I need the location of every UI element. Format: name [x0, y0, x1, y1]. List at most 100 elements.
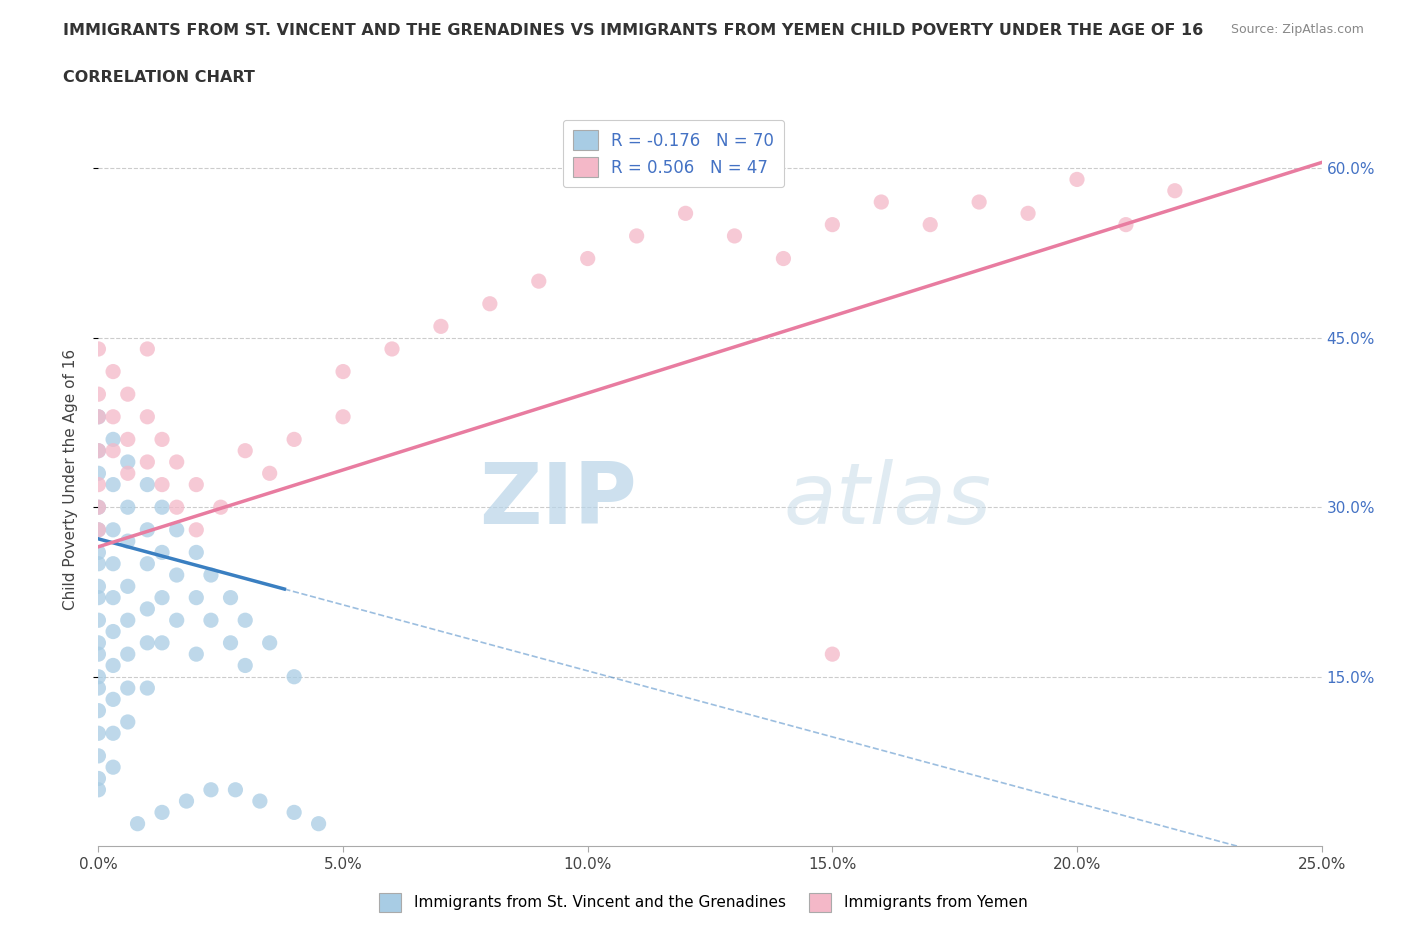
Point: [283, 432, 305, 446]
Point: [87, 523, 110, 538]
Point: [87, 681, 110, 696]
Text: IMMIGRANTS FROM ST. VINCENT AND THE GRENADINES VS IMMIGRANTS FROM YEMEN CHILD PO: IMMIGRANTS FROM ST. VINCENT AND THE GREN…: [63, 23, 1204, 38]
Point: [166, 455, 188, 470]
Point: [1017, 206, 1039, 220]
Point: [117, 578, 139, 593]
Point: [249, 793, 271, 808]
Point: [1066, 172, 1088, 187]
Point: [186, 523, 208, 538]
Point: [87, 499, 110, 514]
Point: [186, 591, 208, 605]
Point: [150, 477, 173, 492]
Point: [87, 749, 110, 764]
Point: [821, 218, 844, 232]
Point: [101, 365, 124, 379]
Point: [176, 793, 198, 808]
Point: [117, 534, 139, 549]
Point: [209, 499, 232, 514]
Point: [101, 556, 124, 571]
Point: [87, 444, 110, 458]
Point: [87, 466, 110, 481]
Point: [381, 341, 404, 356]
Point: [117, 455, 139, 470]
Point: [87, 341, 110, 356]
Point: [772, 251, 794, 266]
Point: [87, 409, 110, 424]
Point: [101, 444, 124, 458]
Point: [186, 646, 208, 661]
Point: [332, 365, 354, 379]
Point: [117, 499, 139, 514]
Point: [117, 714, 139, 729]
Point: [101, 409, 124, 424]
Point: [101, 692, 124, 707]
Point: [224, 782, 246, 797]
Point: [101, 477, 124, 492]
Point: [101, 432, 124, 446]
Point: [723, 229, 745, 244]
Point: [87, 591, 110, 605]
Point: [821, 646, 844, 661]
Point: [150, 499, 173, 514]
Legend: Immigrants from St. Vincent and the Grenadines, Immigrants from Yemen: Immigrants from St. Vincent and the Gren…: [373, 887, 1033, 918]
Point: [166, 613, 188, 628]
Point: [136, 681, 159, 696]
Point: [136, 635, 159, 650]
Point: [87, 670, 110, 684]
Point: [967, 194, 990, 209]
Point: [150, 432, 173, 446]
Point: [478, 297, 501, 312]
Point: [101, 523, 124, 538]
Point: [87, 703, 110, 718]
Text: CORRELATION CHART: CORRELATION CHART: [63, 70, 254, 85]
Point: [87, 409, 110, 424]
Point: [430, 319, 453, 334]
Point: [150, 545, 173, 560]
Point: [219, 635, 242, 650]
Point: [87, 477, 110, 492]
Point: [101, 591, 124, 605]
Point: [101, 725, 124, 740]
Point: [87, 613, 110, 628]
Point: [166, 567, 188, 582]
Point: [87, 771, 110, 786]
Point: [127, 817, 149, 831]
Point: [283, 670, 305, 684]
Point: [576, 251, 599, 266]
Point: [87, 499, 110, 514]
Y-axis label: Child Poverty Under the Age of 16: Child Poverty Under the Age of 16: [63, 349, 77, 609]
Legend: R = -0.176   N = 70, R = 0.506   N = 47: R = -0.176 N = 70, R = 0.506 N = 47: [562, 120, 785, 187]
Point: [87, 782, 110, 797]
Point: [675, 206, 697, 220]
Point: [136, 477, 159, 492]
Point: [219, 591, 242, 605]
Point: [136, 409, 159, 424]
Point: [117, 387, 139, 402]
Point: [87, 578, 110, 593]
Point: [87, 556, 110, 571]
Text: atlas: atlas: [783, 459, 991, 542]
Point: [87, 646, 110, 661]
Point: [117, 466, 139, 481]
Point: [259, 466, 281, 481]
Point: [233, 613, 256, 628]
Point: [200, 613, 222, 628]
Point: [87, 523, 110, 538]
Point: [150, 635, 173, 650]
Point: [920, 218, 942, 232]
Point: [136, 602, 159, 617]
Point: [186, 545, 208, 560]
Point: [186, 477, 208, 492]
Point: [1164, 183, 1187, 198]
Point: [200, 567, 222, 582]
Point: [136, 341, 159, 356]
Point: [136, 556, 159, 571]
Point: [101, 624, 124, 639]
Text: ZIP: ZIP: [479, 459, 637, 542]
Point: [117, 613, 139, 628]
Point: [87, 545, 110, 560]
Point: [117, 681, 139, 696]
Point: [136, 523, 159, 538]
Point: [166, 499, 188, 514]
Point: [101, 760, 124, 775]
